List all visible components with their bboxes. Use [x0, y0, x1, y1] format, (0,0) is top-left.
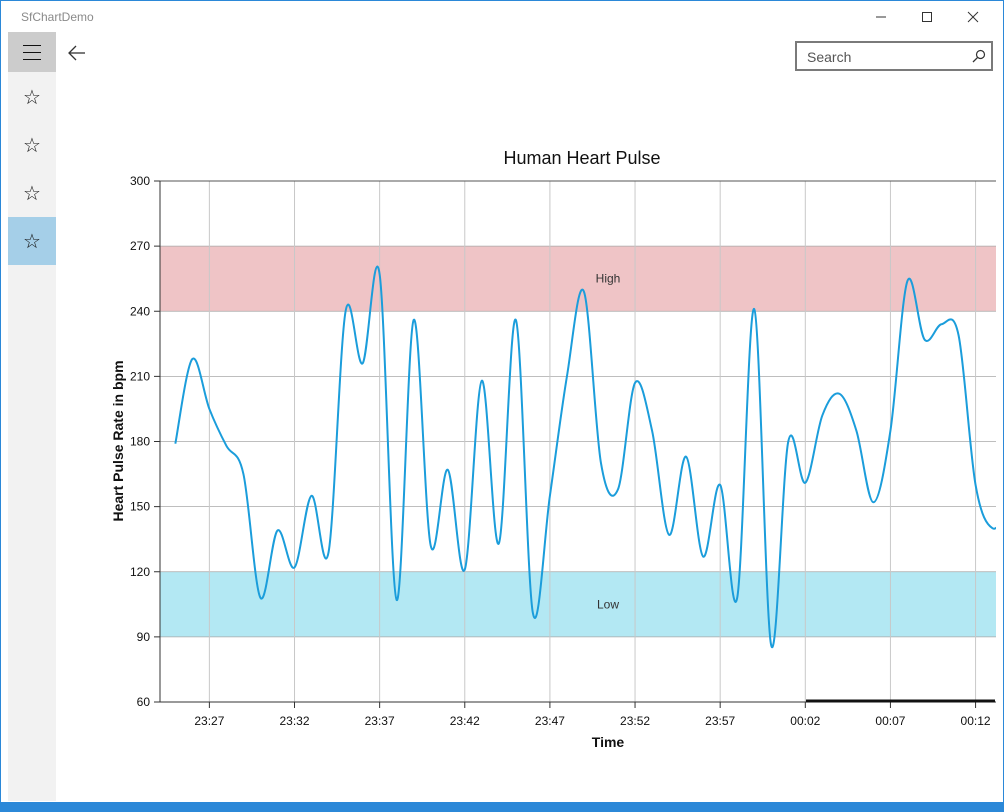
x-tick-label: 00:02 — [790, 714, 820, 728]
x-tick-label: 00:12 — [961, 714, 991, 728]
x-tick-label: 23:42 — [450, 714, 480, 728]
y-axis-title: Heart Pulse Rate in bpm — [110, 360, 126, 521]
search-input[interactable] — [805, 47, 969, 67]
x-tick-label: 23:32 — [279, 714, 309, 728]
nav-item-3[interactable]: ☆ — [8, 169, 56, 217]
y-tick-label: 60 — [137, 695, 151, 709]
x-tick-label: 23:57 — [705, 714, 735, 728]
maximize-button[interactable] — [904, 1, 950, 33]
nav-item-1[interactable]: ☆ — [8, 73, 56, 121]
series-line-heart-pulse — [174, 265, 996, 649]
y-tick-label: 90 — [137, 630, 151, 644]
y-tick-label: 150 — [130, 500, 150, 514]
band-label-high: High — [596, 272, 621, 286]
x-tick-label: 23:47 — [535, 714, 565, 728]
star-icon: ☆ — [23, 182, 41, 205]
hamburger-icon-line — [23, 58, 41, 60]
y-tick-label: 240 — [130, 304, 150, 318]
app-title: SfChartDemo — [21, 10, 94, 24]
search-box[interactable] — [795, 41, 993, 71]
x-tick-label: 23:27 — [194, 714, 224, 728]
chart-title: Human Heart Pulse — [503, 148, 660, 168]
back-arrow-icon — [68, 45, 85, 61]
star-icon: ☆ — [23, 86, 41, 109]
nav-item-4[interactable]: ☆ — [8, 217, 56, 265]
band-low — [160, 571, 996, 637]
minimize-button[interactable] — [858, 1, 904, 33]
nav-pane: ☆ ☆ ☆ ☆ — [8, 32, 56, 801]
y-tick-label: 270 — [130, 239, 150, 253]
x-tick-label: 23:52 — [620, 714, 650, 728]
band-label-low: Low — [597, 597, 619, 611]
maximize-icon — [922, 12, 932, 22]
x-tick-label: 23:37 — [365, 714, 395, 728]
search-icon[interactable] — [971, 48, 987, 64]
hamburger-icon — [23, 44, 41, 46]
y-tick-label: 300 — [130, 174, 150, 188]
title-bar: SfChartDemo — [1, 1, 1003, 33]
close-button[interactable] — [950, 1, 996, 33]
star-icon: ☆ — [23, 134, 41, 157]
y-tick-label: 210 — [130, 369, 150, 383]
x-axis-title: Time — [592, 734, 625, 750]
x-tick-label: 00:07 — [875, 714, 905, 728]
hamburger-icon-line — [23, 51, 41, 53]
y-tick-label: 120 — [130, 565, 150, 579]
y-tick-label: 180 — [130, 435, 150, 449]
close-icon — [967, 11, 979, 23]
back-button[interactable] — [62, 38, 92, 68]
nav-item-2[interactable]: ☆ — [8, 121, 56, 169]
hamburger-button[interactable] — [8, 32, 56, 72]
star-icon: ☆ — [23, 230, 41, 253]
minimize-icon — [876, 16, 886, 18]
